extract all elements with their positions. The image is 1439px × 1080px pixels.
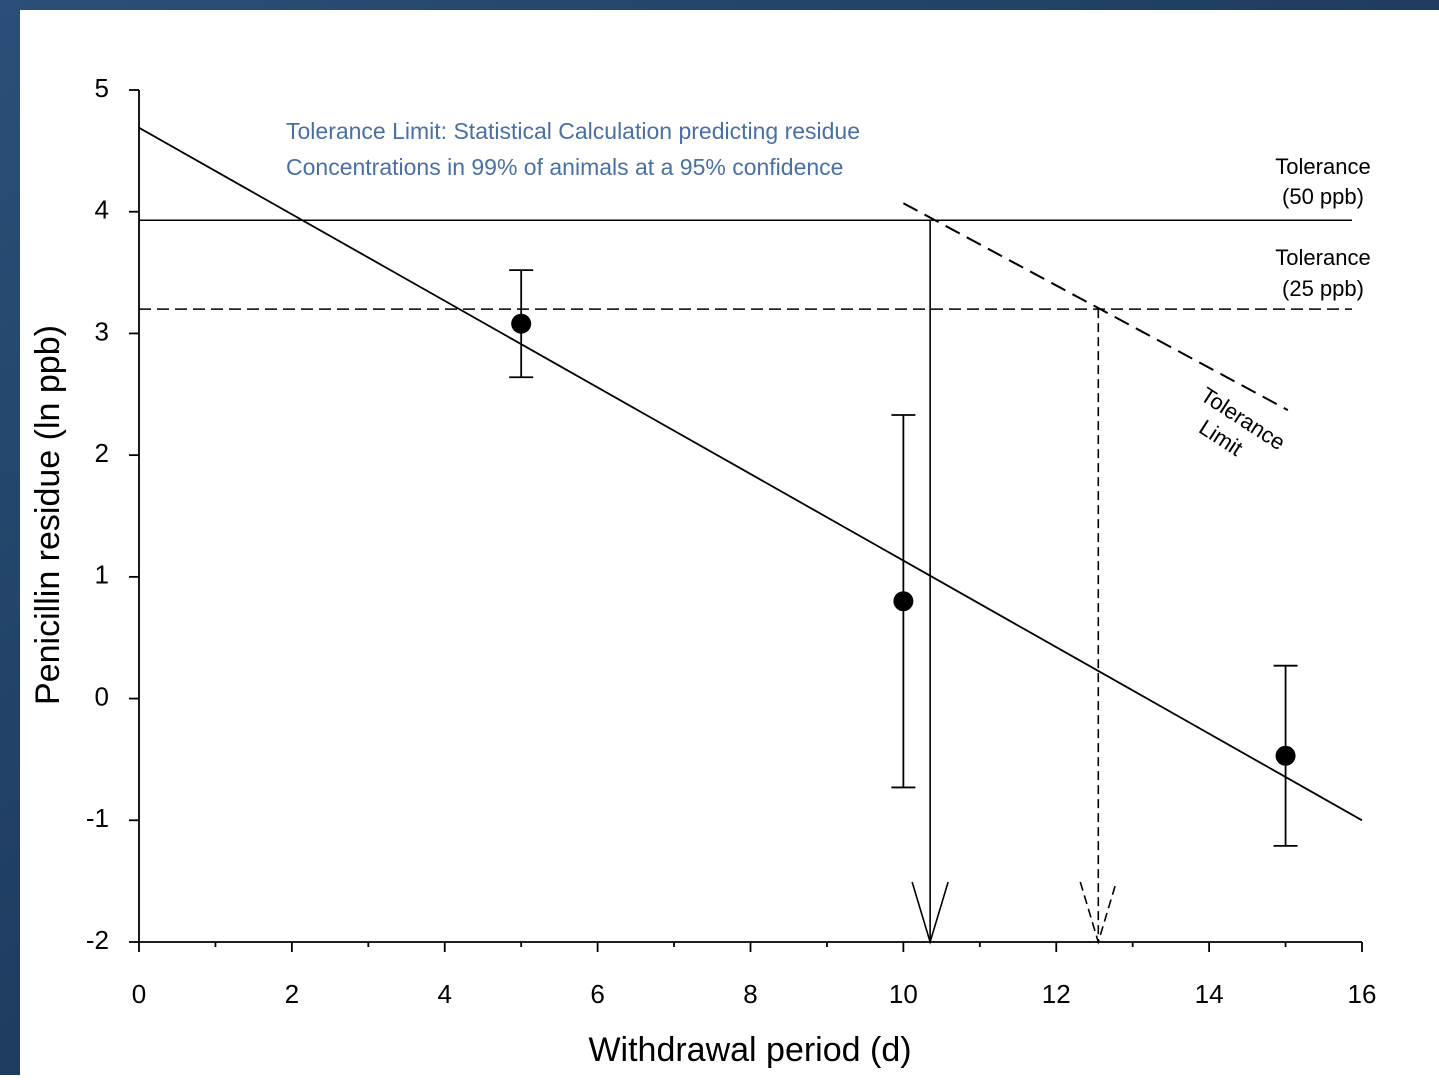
data-point [1275, 745, 1296, 766]
y-tick-label: 0 [95, 681, 109, 711]
data-point [893, 591, 914, 612]
y-tick-label: -2 [86, 925, 109, 955]
x-tick-label: 8 [743, 979, 757, 1009]
tolerance-label: Tolerance [1275, 245, 1370, 270]
arrow-head [1079, 881, 1118, 945]
tolerance-label: (50 ppb) [1282, 184, 1364, 209]
x-tick-label: 2 [285, 979, 299, 1009]
y-tick-label: -1 [86, 803, 109, 833]
tolerance-limit-line [902, 202, 1289, 411]
x-tick-label: 6 [590, 979, 604, 1009]
y-tick-label: 5 [95, 73, 109, 103]
x-tick-label: 16 [1348, 979, 1377, 1009]
y-tick-label: 1 [95, 560, 109, 590]
trend-line [138, 126, 1363, 822]
y-tick-label: 4 [95, 195, 109, 225]
x-tick-label: 4 [438, 979, 452, 1009]
annotation: Tolerance Limit: Statistical Calculation… [286, 118, 860, 144]
tolerance-label: (25 ppb) [1282, 276, 1364, 301]
y-axis-title: Penicillin residue (ln ppb) [29, 325, 67, 705]
tolerance-label: Tolerance [1275, 154, 1370, 179]
y-tick-label: 2 [95, 438, 109, 468]
x-tick-label: 10 [889, 979, 918, 1009]
arrow-head [911, 881, 949, 945]
annotation: Concentrations in 99% of animals at a 95… [286, 154, 843, 180]
x-axis-title: Withdrawal period (d) [588, 1031, 911, 1069]
y-tick-label: 3 [95, 316, 109, 346]
plot-background [20, 10, 1439, 1075]
x-tick-label: 0 [132, 979, 146, 1009]
x-tick-label: 12 [1042, 979, 1071, 1009]
x-tick-label: 14 [1195, 979, 1224, 1009]
data-point [511, 313, 532, 334]
